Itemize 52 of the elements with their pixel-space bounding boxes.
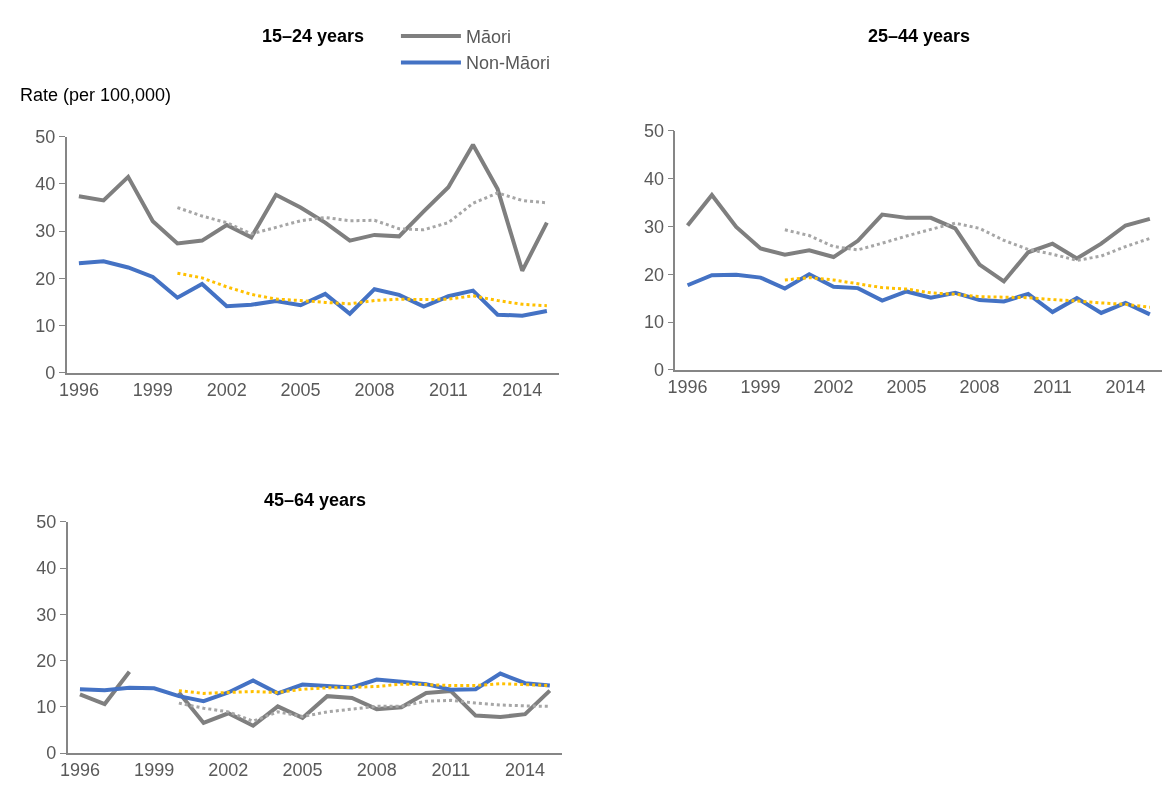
y-tick-label: 50 (36, 512, 57, 533)
y-tick-label: 20 (644, 264, 665, 285)
y-axis-title: Rate (per 100,000) (20, 85, 172, 105)
y-tick-label: 40 (644, 168, 665, 189)
line-series (175, 271, 549, 308)
y-tick-label: 10 (35, 315, 56, 336)
y-tick-label: 30 (35, 221, 56, 242)
legend-label: Non-Māori (465, 53, 550, 74)
x-tick-label: 1996 (59, 760, 100, 781)
chart-title: 15–24 years (262, 26, 365, 46)
y-tick-label: 20 (36, 650, 57, 671)
y-tick-label: 50 (35, 127, 56, 148)
x-tick-label: 2011 (431, 760, 471, 781)
y-tick-label: 0 (45, 363, 56, 384)
x-tick-label: 1999 (740, 377, 781, 398)
y-tick-label: 10 (644, 312, 665, 333)
x-tick-label: 2011 (429, 380, 468, 401)
line-series (76, 142, 549, 273)
x-tick-label: 1996 (58, 380, 99, 401)
x-tick-label: 2014 (502, 380, 543, 401)
x-tick-label: 1999 (132, 380, 173, 401)
y-tick-label: 30 (644, 216, 665, 237)
x-tick-label: 2005 (280, 380, 321, 401)
x-tick-label: 2011 (1033, 377, 1072, 398)
x-tick-label: 2014 (505, 760, 546, 781)
y-tick-label: 50 (644, 121, 665, 142)
x-tick-label: 2002 (208, 760, 249, 781)
x-tick-label: 1999 (134, 760, 175, 781)
x-tick-label: 2005 (886, 377, 927, 398)
x-tick-label: 2008 (354, 380, 395, 401)
line-series (783, 276, 1152, 309)
x-tick-label: 2014 (1105, 377, 1146, 398)
y-tick-label: 0 (46, 743, 57, 764)
x-tick-label: 2008 (356, 760, 397, 781)
chart-title: 25–44 years (868, 26, 971, 46)
chart-title: 45–64 years (264, 490, 367, 510)
y-tick-label: 40 (35, 174, 56, 195)
y-tick-label: 20 (35, 268, 56, 289)
x-tick-label: 2008 (959, 377, 1000, 398)
line-series (783, 221, 1152, 262)
line-series (685, 192, 1152, 284)
x-tick-label: 2005 (282, 760, 323, 781)
x-tick-label: 2002 (206, 380, 247, 401)
y-tick-label: 40 (36, 558, 57, 579)
y-tick-label: 10 (36, 697, 57, 718)
legend-label: Māori (465, 27, 511, 48)
line-series (76, 259, 549, 318)
y-tick-label: 30 (36, 604, 57, 625)
x-tick-label: 2002 (813, 377, 854, 398)
line-series (685, 272, 1152, 317)
x-tick-label: 1996 (667, 377, 708, 398)
y-tick-label: 0 (654, 360, 665, 381)
